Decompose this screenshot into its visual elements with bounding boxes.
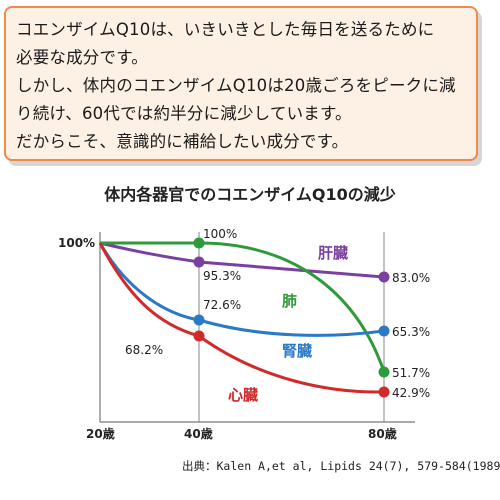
series-name-label: 肺 [282,292,297,310]
data-label: 68.2% [125,343,163,357]
data-label: 83.0% [392,271,430,285]
y-tick-label: 100% [58,236,95,250]
x-tick-label: 80歳 [368,426,397,441]
data-point [193,256,205,268]
x-tick-label: 20歳 [86,426,115,441]
intro-line-4: り続け、60代では約半分に減少しています。 [16,104,352,123]
series-line-2 [100,241,386,373]
intro-box: コエンザイムQ10は、いきいきとした毎日を送るために 必要な成分です。 しかし、… [4,6,478,161]
intro-line-1: コエンザイムQ10は、いきいきとした毎日を送るために [16,20,435,39]
intro-line-3: しかし、体内のコエンザイムQ10は20歳ごろをピークに減 [16,76,456,95]
data-label: 95.3% [203,269,241,283]
series-name-label: 腎臓 [282,342,312,360]
data-point [378,366,390,378]
data-point [193,237,205,249]
series-name-label: 心臓 [228,386,258,404]
data-label: 42.9% [392,386,430,400]
data-point [378,325,390,337]
intro-line-2: 必要な成分です。 [16,48,148,67]
data-label: 65.3% [392,325,430,339]
chart-title: 体内各器官でのコエンザイムQ10の減少 [104,185,396,204]
data-point [378,386,390,398]
series-line-4 [98,242,385,394]
data-point [193,314,205,326]
data-point [193,330,205,342]
source-citation: 出典：Kalen A,et al, Lipids 24(7), 579-584(… [182,459,500,473]
intro-line-5: だからこそ、意識的に補給したい成分です。 [16,132,349,151]
series-name-label: 肝臓 [318,244,348,262]
data-label: 72.6% [203,298,241,312]
x-tick-label: 40歳 [184,426,213,441]
data-label: 51.7% [392,366,430,380]
data-label: 100% [203,227,237,241]
data-point [378,271,390,283]
